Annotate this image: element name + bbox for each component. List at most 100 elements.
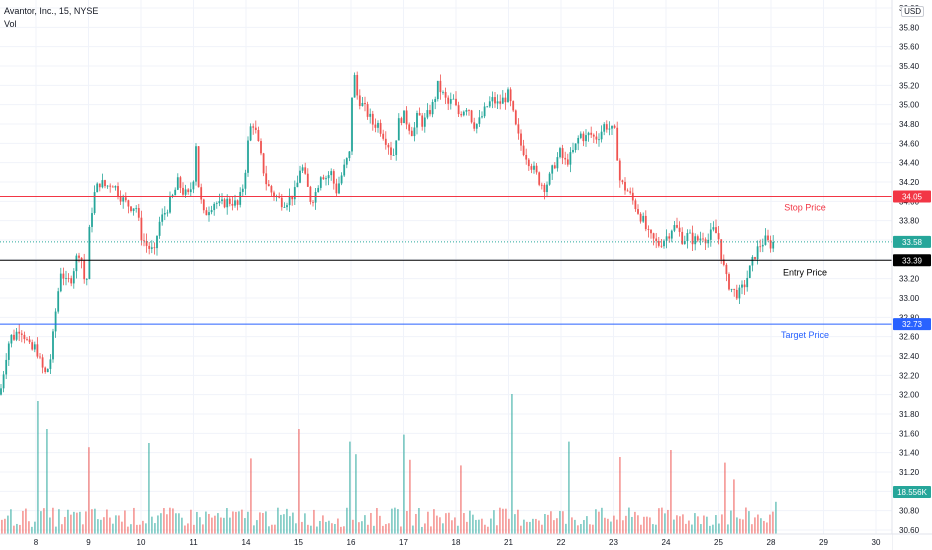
volume-bar bbox=[331, 523, 333, 534]
candle-body bbox=[725, 264, 728, 275]
volume-bar bbox=[256, 520, 258, 534]
candle bbox=[366, 101, 369, 120]
volume-bar bbox=[13, 525, 15, 534]
candle-body bbox=[117, 186, 119, 197]
candle-body bbox=[522, 145, 525, 155]
candle-body bbox=[561, 148, 564, 158]
candle-body bbox=[587, 132, 590, 136]
candle bbox=[416, 110, 418, 135]
candle bbox=[756, 240, 759, 265]
candle bbox=[611, 125, 613, 136]
candle-body bbox=[210, 210, 213, 213]
volume-bar bbox=[160, 513, 162, 534]
candle bbox=[195, 143, 197, 186]
candle bbox=[187, 188, 190, 195]
candle bbox=[421, 112, 424, 131]
volume-bar bbox=[133, 507, 135, 534]
candle bbox=[652, 232, 655, 246]
candle bbox=[390, 141, 392, 160]
volume-bar bbox=[16, 523, 18, 534]
candle-body bbox=[702, 238, 704, 240]
volume-bar bbox=[487, 526, 489, 534]
candle bbox=[322, 174, 325, 180]
candle-body bbox=[566, 159, 569, 165]
candle bbox=[132, 208, 135, 216]
stop-price-annotation: Stop Price bbox=[784, 203, 826, 213]
candle-body bbox=[54, 311, 57, 332]
volume-bar bbox=[577, 525, 579, 534]
candle-body bbox=[772, 241, 775, 249]
x-tick-label: 10 bbox=[137, 538, 146, 547]
candle bbox=[218, 193, 221, 207]
candle-body bbox=[392, 154, 395, 156]
x-tick-label: 22 bbox=[557, 538, 566, 547]
candle-body bbox=[106, 185, 109, 187]
candle bbox=[408, 122, 411, 135]
candle-body bbox=[377, 122, 379, 128]
y-tick-label: 34.20 bbox=[899, 178, 920, 187]
volume-bar bbox=[124, 510, 126, 534]
candle bbox=[319, 176, 322, 191]
volume-bar bbox=[40, 511, 42, 534]
candle-body bbox=[7, 343, 10, 360]
last-price-badge: 33.58 bbox=[893, 235, 931, 248]
candle bbox=[387, 142, 390, 155]
volume-bar bbox=[100, 519, 102, 534]
candle-body bbox=[496, 101, 499, 104]
candle bbox=[704, 237, 707, 250]
candle-body bbox=[361, 102, 364, 107]
volume-bar bbox=[142, 520, 144, 534]
volume-bar bbox=[631, 516, 633, 534]
candle-body bbox=[384, 138, 387, 145]
candle-body bbox=[434, 99, 437, 102]
candle-body bbox=[647, 229, 650, 230]
candle bbox=[655, 232, 658, 249]
candle bbox=[553, 162, 556, 170]
volume-bar bbox=[484, 524, 486, 534]
candle bbox=[309, 185, 312, 205]
candle bbox=[5, 353, 8, 379]
candle-body bbox=[639, 213, 642, 222]
volume-badge: 18.556K bbox=[893, 486, 931, 498]
candle-body bbox=[338, 183, 340, 194]
candle-body bbox=[223, 199, 226, 208]
x-tick-label: 30 bbox=[872, 538, 881, 547]
candle bbox=[769, 235, 772, 253]
candle-body bbox=[442, 91, 444, 93]
candle bbox=[702, 232, 704, 243]
volume-bar bbox=[727, 524, 729, 534]
candle-body bbox=[483, 106, 486, 117]
volume-bar bbox=[457, 525, 459, 534]
candle-body bbox=[509, 89, 512, 102]
candle-body bbox=[405, 110, 408, 125]
candle bbox=[475, 123, 478, 134]
volume-bar bbox=[526, 521, 528, 534]
candle bbox=[741, 280, 743, 295]
volume-bar bbox=[445, 513, 447, 534]
candle-body bbox=[358, 95, 361, 107]
chart-legend: Avantor, Inc., 15, NYSE Vol bbox=[4, 5, 98, 31]
candle bbox=[327, 171, 330, 186]
volume-bar bbox=[595, 509, 597, 534]
volume-bar bbox=[298, 429, 300, 534]
candle bbox=[166, 209, 169, 217]
candle bbox=[439, 74, 442, 100]
volume-bar bbox=[175, 513, 177, 534]
volume-bar bbox=[403, 434, 405, 534]
candle-body bbox=[538, 172, 541, 185]
symbol-title: Avantor, Inc., 15, NYSE bbox=[4, 6, 99, 16]
volume-bar bbox=[268, 526, 270, 534]
candle bbox=[442, 90, 444, 95]
candle-body bbox=[213, 203, 216, 211]
volume-bar bbox=[748, 511, 750, 534]
volume-bar bbox=[685, 523, 687, 534]
candle bbox=[720, 239, 723, 264]
currency-button[interactable]: USD bbox=[901, 6, 924, 17]
volume-bar bbox=[475, 519, 477, 534]
candle bbox=[639, 212, 642, 224]
candle bbox=[468, 109, 470, 116]
volume-bar bbox=[340, 526, 342, 534]
volume-bar bbox=[313, 509, 315, 534]
candle-body bbox=[262, 153, 265, 174]
